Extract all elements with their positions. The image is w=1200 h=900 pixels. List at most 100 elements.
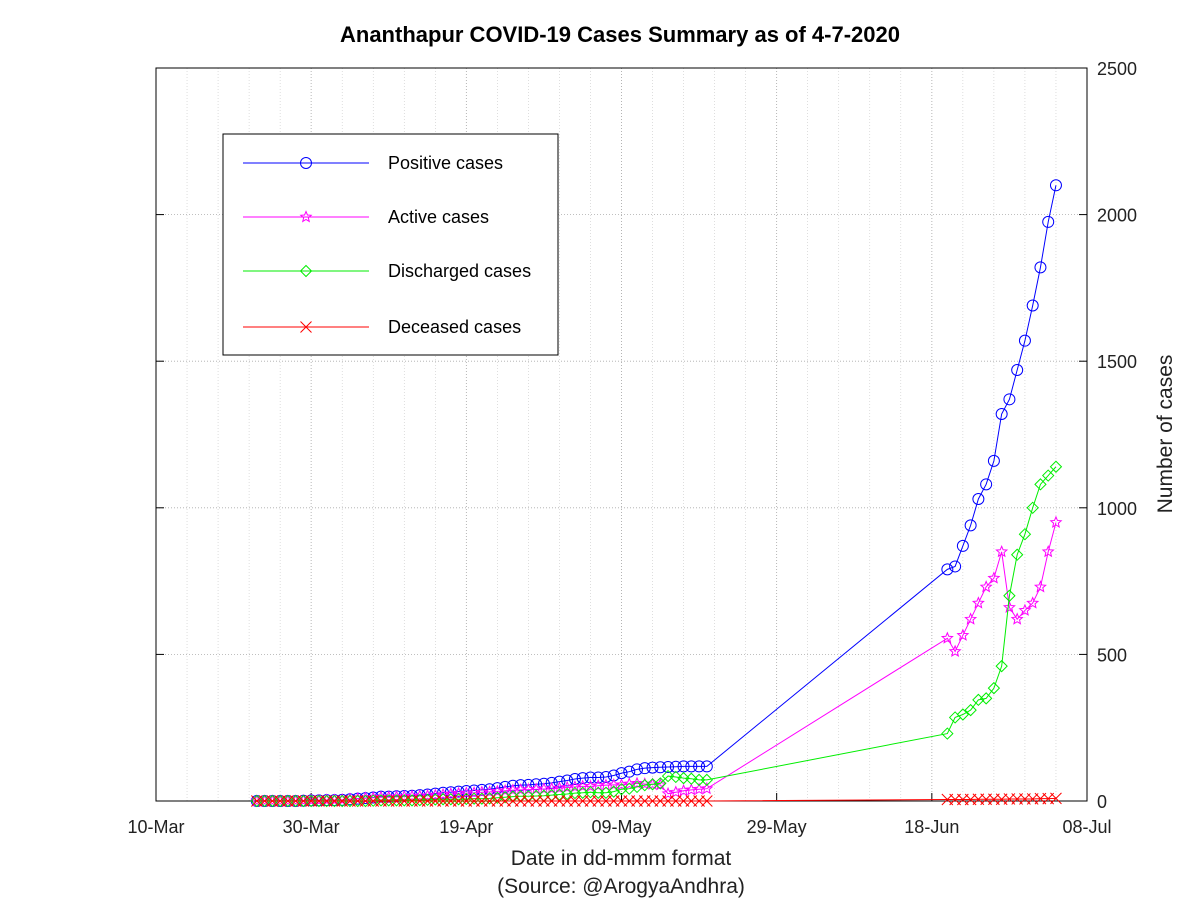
legend-label-discharged-cases: Discharged cases: [388, 261, 531, 281]
legend: Positive cases Active cases Discharged cas…: [222, 133, 559, 356]
active-cases-point: [335, 793, 349, 806]
discharged-cases-point: [661, 769, 675, 783]
discharged-cases-point: [677, 771, 690, 785]
active-cases-point: [948, 644, 962, 657]
active-cases-point: [428, 788, 442, 801]
active-cases-point: [421, 788, 435, 802]
positive-cases-point: [631, 763, 644, 776]
discharged-cases-point: [941, 727, 954, 740]
legend-label-positive-cases: Positive cases: [388, 153, 503, 173]
active-cases-point: [692, 782, 706, 795]
positive-cases-point: [980, 478, 993, 491]
active-cases-point: [940, 631, 954, 644]
legend-box: [222, 133, 559, 356]
series-layer: [250, 179, 1063, 808]
active-cases-point: [552, 781, 566, 794]
x-tick-label: 09-May: [591, 817, 651, 837]
active-cases-point: [700, 781, 714, 795]
positive-cases-point: [956, 539, 969, 552]
discharged-cases-point: [599, 786, 613, 799]
active-cases-point: [498, 783, 512, 797]
active-cases-point: [956, 628, 970, 641]
positive-cases-point: [530, 778, 543, 791]
x-tick-label: 29-May: [747, 817, 807, 837]
positive-cases-point: [662, 760, 675, 773]
legend-marker-active-cases: [299, 210, 313, 223]
active-cases-point: [1041, 544, 1055, 558]
active-cases-point: [584, 779, 597, 792]
positive-cases-point: [553, 775, 566, 788]
active-cases-point: [568, 780, 582, 793]
discharged-cases-point: [1034, 478, 1047, 491]
positive-cases-point: [941, 563, 954, 576]
positive-cases-point: [584, 771, 597, 784]
positive-cases-point: [987, 454, 1000, 467]
y-tick-label: 1000: [1097, 499, 1137, 519]
positive-cases-point: [499, 780, 512, 793]
x-axis-label: Date in dd-mmm format: [511, 847, 732, 870]
active-cases-point: [979, 580, 993, 593]
active-cases-point: [1002, 600, 1016, 613]
active-cases-point: [1026, 596, 1040, 609]
positive-cases-point: [995, 407, 1008, 420]
positive-cases-point: [685, 760, 698, 773]
active-cases-point: [1018, 603, 1032, 616]
active-cases-point: [436, 787, 450, 801]
positive-cases-point: [607, 769, 620, 782]
y-tick-label: 500: [1097, 645, 1127, 665]
active-cases-point: [987, 571, 1001, 584]
discharged-cases-point: [700, 773, 714, 787]
active-cases-point: [995, 544, 1009, 558]
positive-cases-point: [561, 774, 574, 787]
source-label: (Source: @ArogyaAndhra): [497, 875, 745, 898]
positive-cases-point: [1026, 299, 1039, 312]
active-cases-point: [560, 780, 574, 794]
discharged-cases-point: [1049, 460, 1063, 473]
active-cases-point: [630, 776, 644, 789]
active-cases-point: [467, 785, 481, 799]
positive-cases-point: [949, 560, 962, 573]
discharged-cases-point: [607, 785, 620, 798]
x-tick-label: 18-Jun: [904, 817, 959, 837]
positive-cases-point: [646, 761, 659, 774]
discharged-cases-point: [623, 782, 636, 795]
discharged-cases-point: [1018, 527, 1032, 541]
active-cases-point: [490, 784, 504, 797]
discharged-cases-point: [1010, 548, 1024, 561]
discharged-cases-point: [630, 780, 644, 794]
positive-cases-point: [623, 765, 636, 778]
positive-cases-point: [638, 762, 651, 775]
discharged-cases-point: [1042, 469, 1055, 482]
discharged-cases-point: [669, 770, 683, 784]
x-tick-label: 30-Mar: [283, 817, 340, 837]
discharged-cases-point: [584, 785, 597, 799]
positive-cases-point: [654, 761, 667, 774]
positive-cases-point: [592, 771, 605, 784]
x-tick-label: 08-Jul: [1062, 817, 1111, 837]
active-cases-point: [483, 785, 497, 798]
deceased-cases-point: [700, 795, 713, 807]
legend-marker-deceased-cases: [300, 321, 312, 333]
discharged-cases-point: [987, 681, 1001, 695]
positive-cases-point: [1003, 393, 1016, 406]
discharged-cases-point: [979, 692, 993, 705]
legend-label-deceased-cases: Deceased cases: [388, 317, 521, 337]
discharged-cases-point: [995, 659, 1008, 673]
x-tick-label: 10-Mar: [127, 817, 184, 837]
positive-cases-point: [576, 772, 589, 785]
y-tick-label: 0: [1097, 792, 1107, 812]
active-cases-point: [684, 783, 698, 796]
legend-marker-discharged-cases: [299, 264, 313, 278]
y-tick-label: 2000: [1097, 206, 1137, 226]
positive-cases-point: [568, 773, 581, 786]
positive-cases-point: [1049, 179, 1062, 192]
legend-marker-positive-cases: [300, 157, 312, 169]
active-cases-point: [964, 612, 978, 625]
positive-cases-point: [1011, 363, 1024, 376]
discharged-cases-point: [964, 703, 977, 717]
x-tick-label: 19-Apr: [439, 817, 493, 837]
active-cases-point: [444, 787, 458, 800]
y-tick-label: 2500: [1097, 59, 1137, 79]
